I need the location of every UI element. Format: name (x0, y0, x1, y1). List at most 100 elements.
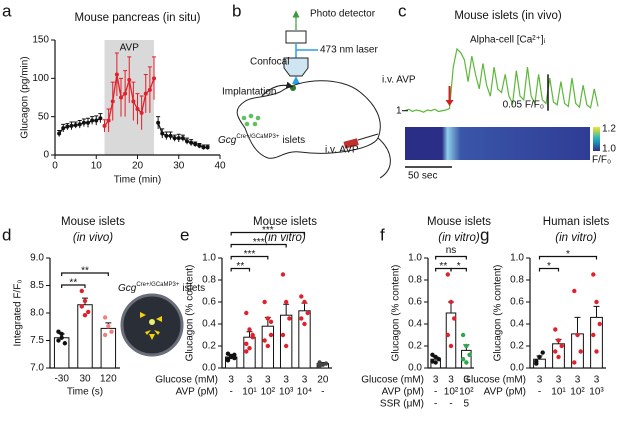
row-cell: 3 (464, 375, 470, 386)
detector-box (285, 30, 307, 44)
data-point (90, 118, 95, 123)
y-tick-label: 0.2 (202, 341, 216, 352)
y-tick-label: 0.2 (408, 341, 422, 352)
data-point (82, 313, 88, 318)
needle (357, 133, 379, 141)
error-bar (574, 316, 581, 334)
data-point (452, 316, 457, 321)
data-point (123, 91, 128, 96)
significance-label: ns (446, 245, 457, 256)
data-point (56, 338, 61, 343)
row-cell: 3 (575, 375, 581, 386)
row-cell: 3 (448, 375, 454, 386)
data-point (232, 355, 237, 361)
data-point (82, 298, 88, 304)
data-point (109, 329, 114, 334)
x-tick-label: 20 (132, 161, 144, 172)
diagram-label: i.v. AVP (325, 145, 359, 156)
chart-title: Human islets (543, 216, 610, 228)
data-point (106, 324, 111, 329)
panel-letter: g (480, 225, 489, 244)
data-point (594, 349, 599, 354)
colorbar-unit: F/F₀ (592, 155, 611, 166)
data-point (225, 358, 231, 363)
genotype-sup: Cre+/GCaMP3+ (136, 282, 180, 288)
data-point (534, 359, 539, 364)
data-point (94, 118, 99, 123)
y-tick-label: 0.8 (408, 275, 422, 286)
significance-label: *** (244, 249, 256, 260)
data-point (317, 360, 322, 365)
data-point (305, 310, 310, 316)
data-point (59, 331, 64, 337)
row-cell: 10² (570, 387, 585, 398)
row-cell: 3 (302, 375, 308, 386)
significance-label: ** (81, 266, 89, 277)
data-point (86, 309, 91, 315)
y-tick-label: 0 (43, 150, 49, 161)
bar (445, 312, 457, 369)
x-tick-label: 0 (52, 161, 58, 172)
focus (292, 76, 300, 84)
data-point (436, 357, 442, 362)
y-tick-label: 100 (32, 73, 49, 84)
data-point (127, 77, 132, 82)
genotype-rest: islets (282, 135, 305, 146)
data-point (56, 329, 61, 334)
significance-bracket (61, 284, 86, 288)
data-point (280, 332, 286, 338)
y-tick-label: 9.0 (30, 253, 44, 264)
y-tick-label: 7.5 (30, 335, 44, 346)
row-cell: 10¹ (242, 387, 257, 398)
data-point (448, 343, 454, 349)
baseline-label: 1 (396, 105, 402, 116)
y-tick-label: 8.5 (30, 280, 44, 291)
data-point (244, 349, 249, 354)
error-bar (246, 331, 253, 338)
data-point (205, 145, 210, 150)
y-tick-label: 0.8 (202, 275, 216, 286)
row-label: Glucose (mM) (155, 375, 218, 386)
diagram-label: Confocal (250, 57, 289, 68)
genotype-label: GcgCre+/GCaMP3+ islets (218, 134, 305, 146)
data-point (262, 338, 267, 343)
significance-bracket (230, 255, 269, 260)
data-point (578, 349, 583, 354)
inset-arrows (140, 312, 162, 340)
data-point (152, 76, 156, 81)
panel-letter: d (2, 225, 11, 244)
row-cell: - (538, 387, 541, 398)
significance-label: *** (262, 225, 274, 236)
y-tick-label: 1.0 (408, 253, 422, 264)
y-tick-label: 0.4 (202, 319, 216, 330)
diagram-label: Photo detector (310, 9, 376, 20)
time-bar-label: 50 sec (408, 171, 437, 182)
significance-bracket (435, 255, 467, 260)
row-cell: 10⁴ (297, 387, 312, 398)
data-point (280, 272, 286, 277)
data-point (323, 361, 329, 366)
data-point (268, 332, 274, 338)
data-point (553, 349, 558, 354)
trace-line (404, 47, 599, 113)
row-cell: 10³ (589, 387, 604, 398)
significance-label: *** (253, 237, 265, 248)
row-cell: 5 (464, 399, 470, 410)
significance-label: ** (69, 278, 77, 289)
error-bar (283, 303, 290, 316)
islet-implant (290, 85, 296, 91)
data-point (244, 341, 249, 346)
x-tick-label: 30 (79, 374, 91, 385)
data-point (464, 360, 469, 365)
x-tick-label: 40 (214, 161, 226, 172)
y-axis-label: Glucagon (pg/min) (20, 56, 31, 138)
data-point (540, 350, 545, 355)
data-point (244, 310, 249, 316)
y-tick-label: 0.2 (510, 341, 524, 352)
data-point (467, 352, 472, 357)
significance-bracket (230, 243, 287, 248)
data-point (594, 299, 599, 305)
data-point (299, 294, 304, 299)
row-label: AVP (pM) (484, 387, 526, 398)
data-point (556, 338, 561, 343)
